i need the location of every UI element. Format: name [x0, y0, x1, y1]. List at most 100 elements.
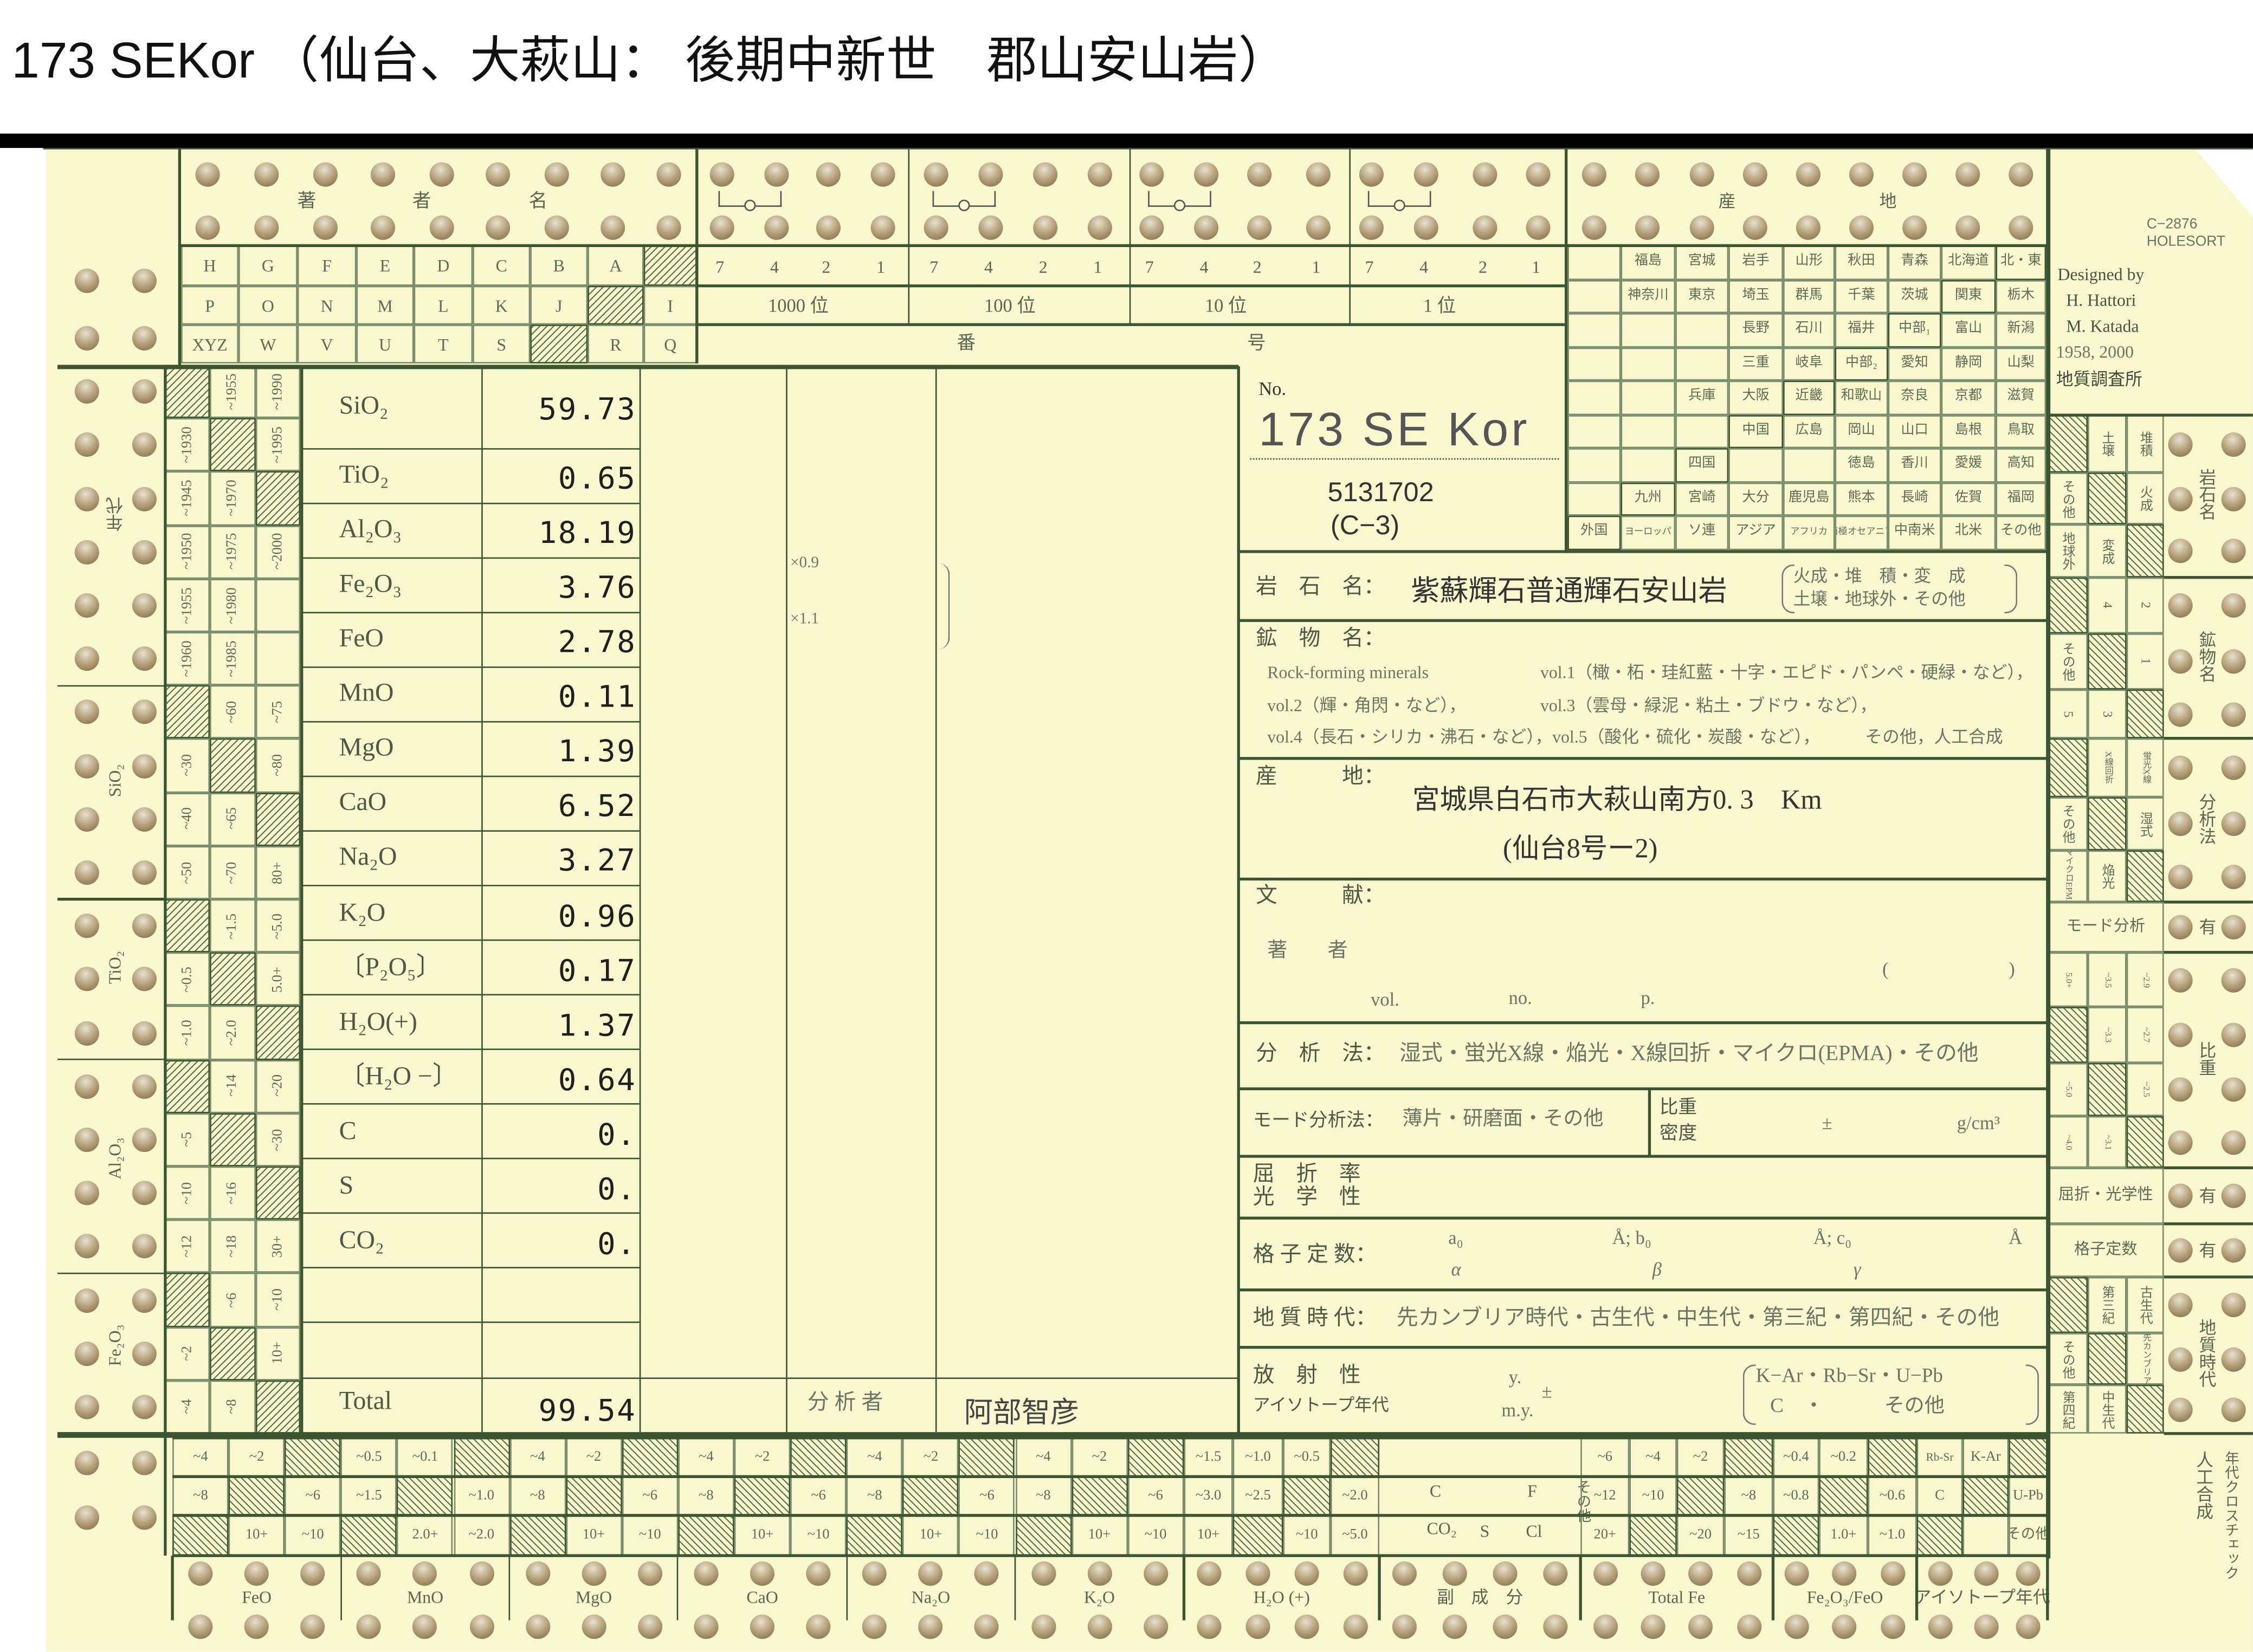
- cell-label: 長崎: [1901, 490, 1928, 505]
- left-scale-group-label: Al₂O₃: [105, 1137, 125, 1180]
- rule-line: [480, 366, 482, 1433]
- scale-cell: ~0.5: [1283, 1437, 1331, 1477]
- cell-label: 愛知: [1901, 355, 1928, 370]
- punch-hole: [1592, 1614, 1617, 1638]
- scale-cell: ~2: [228, 1437, 285, 1477]
- scale-cell: 10+: [734, 1515, 791, 1556]
- cell-label: A: [609, 255, 622, 276]
- prefecture-cell: 熊本: [1835, 482, 1888, 516]
- cell-label: ~2.9: [2141, 971, 2150, 988]
- scale-cell: ~1.5: [341, 1476, 397, 1515]
- rule-line: [172, 1514, 2048, 1517]
- hatched-cell: [210, 1326, 256, 1381]
- scale-cell: ~1.0: [165, 1006, 210, 1060]
- cell-label: O: [261, 295, 274, 315]
- digit-weight: 1: [1532, 257, 1540, 277]
- cell-label: 福岡: [2007, 490, 2035, 505]
- optical-property-label: 光 学 性: [1253, 1186, 1361, 1210]
- oxide-label: MgO: [339, 733, 394, 762]
- cell-label: 80+: [269, 861, 286, 884]
- scale-cell: ~5: [165, 1113, 210, 1167]
- cell-label: ~15: [1737, 1527, 1760, 1543]
- digit-weight: 2: [822, 257, 831, 277]
- cell-label: ~0.5: [356, 1448, 382, 1465]
- cell-label: 5.0+: [269, 966, 286, 993]
- prefecture-cell: 九州: [1621, 482, 1676, 516]
- prefecture-cell: 新潟: [1996, 313, 2047, 347]
- hatched-cell: [2009, 1437, 2048, 1477]
- punch-hole: [188, 1560, 213, 1585]
- hatched-cell: [255, 1380, 301, 1434]
- merged-scale-cell: 屈折・光学性: [2047, 1168, 2164, 1224]
- scale-cell: U-Pb: [2009, 1476, 2048, 1515]
- scale-cell: ~6: [1127, 1476, 1184, 1515]
- punch-hole: [656, 215, 681, 239]
- oxide-value: 0.: [597, 1117, 637, 1152]
- cell-label: ~6: [1597, 1448, 1613, 1465]
- sample-sub-code: (C−3): [1330, 511, 1400, 542]
- cell-label: 北・東: [2000, 254, 2042, 269]
- cell-label: M: [377, 295, 393, 315]
- scale-cell: 古生代: [2126, 1277, 2164, 1333]
- cell-label: ~1980: [224, 587, 240, 624]
- hatched-cell: [285, 1437, 341, 1477]
- cell-label: 2: [2139, 602, 2153, 609]
- digit-weight: 2: [1478, 257, 1487, 277]
- rule-line: [2164, 1223, 2253, 1225]
- cell-label: ~30: [179, 754, 195, 777]
- minor-component-item: Cl: [1526, 1521, 1542, 1541]
- cell-label: 富山: [1954, 321, 1983, 336]
- cell-label: 3: [2100, 710, 2115, 717]
- scale-cell: その他: [2047, 633, 2088, 690]
- punch-hole: [806, 1560, 831, 1585]
- punch-hole: [2220, 864, 2245, 889]
- punch-hole: [2220, 1130, 2245, 1155]
- prefecture-cell: 福井: [1835, 313, 1888, 347]
- scale-cell: 第四紀: [2047, 1384, 2088, 1434]
- punch-hole: [2220, 649, 2245, 674]
- edge-notched-data-card: [46, 148, 2253, 1652]
- cell-label: 山形: [1795, 254, 1823, 269]
- scale-cell: その他: [2047, 797, 2088, 851]
- scale-cell: J: [530, 286, 588, 325]
- punch-hole: [1742, 215, 1767, 239]
- sample-number-handwritten: 173 SE Kor: [1258, 402, 1530, 456]
- scale-cell: ~20: [255, 1059, 301, 1113]
- cell-label: 先カンブリア: [2141, 1333, 2150, 1385]
- scale-cell: T: [414, 325, 473, 364]
- left-scale-group-label: TiO₂: [105, 950, 125, 984]
- punch-hole: [2220, 755, 2245, 780]
- punch-hole: [1784, 1560, 1809, 1585]
- scale-cell: 先カンブリア: [2126, 1333, 2164, 1385]
- prefecture-cell: 長野: [1728, 313, 1784, 347]
- cell-label: ~5: [179, 1132, 195, 1148]
- punch-hole: [1848, 161, 1873, 186]
- card-brand: HOLESORT: [2146, 234, 2226, 250]
- prefecture-cell: 岐阜: [1783, 347, 1835, 381]
- cell-label: 愛媛: [1954, 457, 1983, 471]
- cell-label: 30+: [269, 1235, 286, 1258]
- scale-cell: ~8: [1015, 1476, 1071, 1515]
- scale-cell: ~1.5: [210, 899, 256, 953]
- locality-value: (仙台8号ー2): [1503, 834, 1658, 865]
- scale-cell: ~2.0: [1330, 1476, 1380, 1515]
- cell-label: 群馬: [1795, 288, 1823, 303]
- cell-label: ~8: [193, 1487, 208, 1504]
- hatched-cell: [228, 1476, 285, 1515]
- punch-hole: [525, 1560, 550, 1585]
- cell-label: 岐阜: [1795, 355, 1823, 370]
- punch-hole: [1641, 1614, 1665, 1638]
- punch-hole: [74, 379, 99, 404]
- literature-no-label: no.: [1508, 987, 1532, 1009]
- rule-line: [57, 1272, 165, 1274]
- cell-label: ~6: [1148, 1487, 1163, 1504]
- cell-label: D: [437, 255, 450, 276]
- scale-cell: ~1980: [210, 578, 256, 632]
- hatched-cell: [530, 325, 588, 364]
- scale-cell: ~20: [1676, 1515, 1725, 1556]
- cell-label: ~10: [807, 1527, 830, 1543]
- punch-hole: [923, 215, 948, 239]
- punch-hole: [1031, 1614, 1056, 1638]
- cell-label: 山梨: [2007, 355, 2035, 370]
- punch-hole: [918, 1614, 944, 1638]
